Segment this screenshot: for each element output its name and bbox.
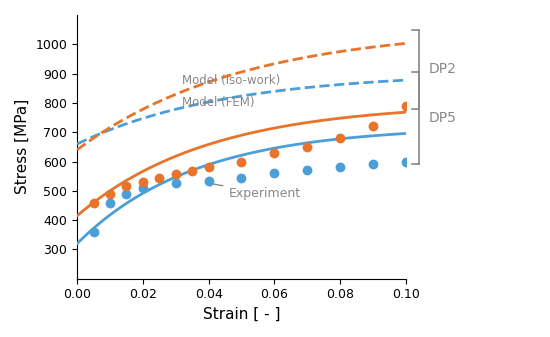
Point bbox=[303, 167, 312, 173]
Point bbox=[204, 165, 213, 170]
Point bbox=[106, 200, 114, 205]
Text: DP5: DP5 bbox=[429, 111, 456, 125]
Point bbox=[106, 191, 114, 196]
Point bbox=[368, 124, 377, 129]
Text: Experiment: Experiment bbox=[206, 181, 300, 200]
Point bbox=[188, 168, 196, 174]
Point bbox=[237, 175, 246, 180]
Text: Model (FEM): Model (FEM) bbox=[182, 96, 255, 110]
Point bbox=[303, 144, 312, 150]
Y-axis label: Stress [MPa]: Stress [MPa] bbox=[15, 99, 30, 194]
Point bbox=[237, 159, 246, 164]
Point bbox=[172, 181, 180, 186]
Point bbox=[122, 191, 131, 196]
Point bbox=[402, 103, 410, 109]
Point bbox=[122, 184, 131, 189]
Point bbox=[172, 171, 180, 177]
Point bbox=[368, 162, 377, 167]
Point bbox=[204, 178, 213, 183]
Point bbox=[336, 135, 344, 141]
Point bbox=[402, 159, 410, 164]
Point bbox=[139, 185, 147, 191]
Point bbox=[270, 171, 279, 176]
Point bbox=[336, 165, 344, 170]
Point bbox=[155, 175, 164, 180]
Point bbox=[139, 179, 147, 185]
Text: Model (iso-work): Model (iso-work) bbox=[182, 74, 280, 87]
X-axis label: Strain [ - ]: Strain [ - ] bbox=[203, 307, 280, 322]
Text: DP2: DP2 bbox=[429, 62, 456, 76]
Point bbox=[270, 150, 279, 155]
Point bbox=[89, 229, 98, 235]
Point bbox=[89, 200, 98, 205]
